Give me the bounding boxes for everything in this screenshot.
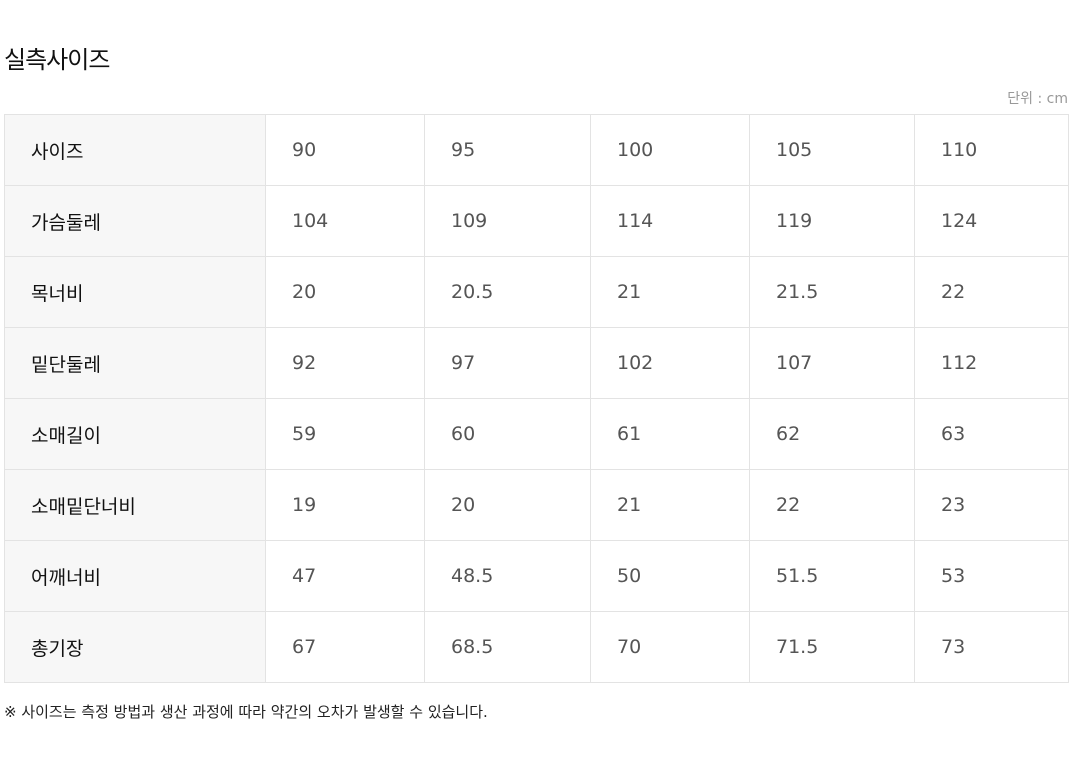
size-note: ※ 사이즈는 측정 방법과 생산 과정에 따라 약간의 오차가 발생할 수 있습… (4, 703, 488, 721)
table-cell: 102 (590, 327, 750, 399)
table-cell: 92 (265, 327, 425, 399)
table-row: 소매길이 59 60 61 62 63 (4, 398, 1069, 470)
table-cell: 63 (914, 398, 1069, 470)
unit-label: 단위 : cm (1007, 91, 1068, 107)
table-cell: 62 (749, 398, 915, 470)
table-cell: 22 (914, 256, 1069, 328)
row-header: 소매밑단너비 (4, 469, 266, 541)
table-cell: 95 (424, 114, 591, 186)
table-cell: 71.5 (749, 611, 915, 683)
row-header: 밑단둘레 (4, 327, 266, 399)
table-row: 가슴둘레 104 109 114 119 124 (4, 185, 1069, 257)
row-header: 소매길이 (4, 398, 266, 470)
table-cell: 109 (424, 185, 591, 257)
page-title: 실측사이즈 (4, 46, 110, 74)
table-cell: 20.5 (424, 256, 591, 328)
table-cell: 119 (749, 185, 915, 257)
table-cell: 73 (914, 611, 1069, 683)
size-table: 사이즈 90 95 100 105 110 가슴둘레 104 109 114 119 124 목너비 20… (4, 114, 1069, 683)
table-cell: 114 (590, 185, 750, 257)
table-cell: 104 (265, 185, 425, 257)
table-cell: 100 (590, 114, 750, 186)
table-cell: 97 (424, 327, 591, 399)
table-cell: 53 (914, 540, 1069, 612)
table-cell: 21.5 (749, 256, 915, 328)
table-cell: 90 (265, 114, 425, 186)
row-header: 목너비 (4, 256, 266, 328)
table-cell: 59 (265, 398, 425, 470)
row-header: 사이즈 (4, 114, 266, 186)
table-cell: 21 (590, 469, 750, 541)
row-header: 총기장 (4, 611, 266, 683)
table-row: 총기장 67 68.5 70 71.5 73 (4, 611, 1069, 683)
table-cell: 68.5 (424, 611, 591, 683)
table-cell: 67 (265, 611, 425, 683)
table-row: 어깨너비 47 48.5 50 51.5 53 (4, 540, 1069, 612)
table-cell: 20 (424, 469, 591, 541)
table-cell: 70 (590, 611, 750, 683)
table-row: 목너비 20 20.5 21 21.5 22 (4, 256, 1069, 328)
table-cell: 21 (590, 256, 750, 328)
table-cell: 105 (749, 114, 915, 186)
table-cell: 20 (265, 256, 425, 328)
table-cell: 124 (914, 185, 1069, 257)
table-cell: 61 (590, 398, 750, 470)
row-header: 어깨너비 (4, 540, 266, 612)
table-row: 사이즈 90 95 100 105 110 (4, 114, 1069, 186)
table-cell: 50 (590, 540, 750, 612)
table-row: 소매밑단너비 19 20 21 22 23 (4, 469, 1069, 541)
table-cell: 22 (749, 469, 915, 541)
row-header: 가슴둘레 (4, 185, 266, 257)
table-row: 밑단둘레 92 97 102 107 112 (4, 327, 1069, 399)
table-cell: 47 (265, 540, 425, 612)
table-cell: 51.5 (749, 540, 915, 612)
table-cell: 48.5 (424, 540, 591, 612)
table-cell: 60 (424, 398, 591, 470)
table-cell: 23 (914, 469, 1069, 541)
table-cell: 19 (265, 469, 425, 541)
table-cell: 107 (749, 327, 915, 399)
table-cell: 110 (914, 114, 1069, 186)
table-cell: 112 (914, 327, 1069, 399)
